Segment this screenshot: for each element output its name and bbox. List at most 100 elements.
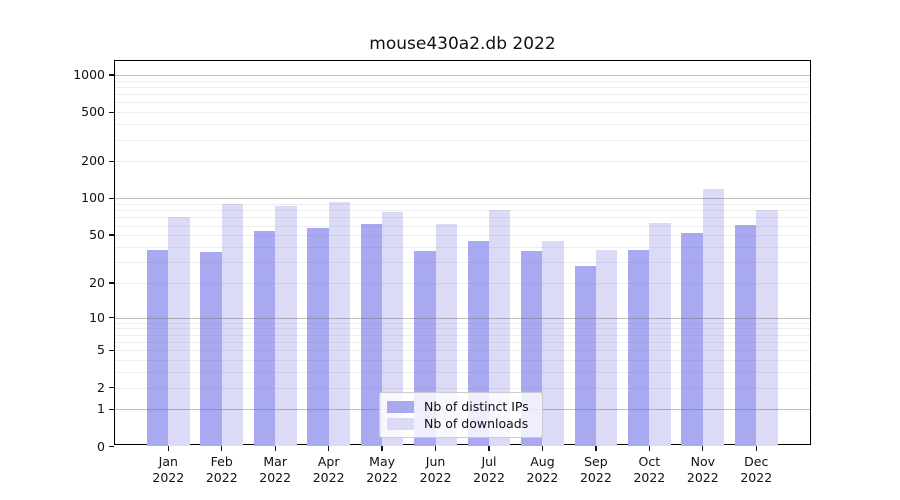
minor-gridline <box>115 282 810 284</box>
x-tick-month: Jan <box>158 454 178 469</box>
x-axis-tick <box>755 446 757 451</box>
minor-gridline <box>115 217 810 219</box>
y-axis-tick <box>109 111 114 113</box>
x-tick-month: Jun <box>425 454 446 469</box>
minor-gridline <box>115 210 810 212</box>
x-axis-tick-label: Sep 2022 <box>564 454 628 486</box>
x-axis-tick <box>648 446 651 451</box>
x-axis-tick <box>595 446 597 451</box>
minor-gridline <box>115 161 810 163</box>
y-axis-tick <box>109 386 114 389</box>
x-axis-tick <box>221 446 223 451</box>
y-axis-tick <box>109 74 114 76</box>
x-axis-tick <box>541 446 544 451</box>
plot-area: 0 1 2 5 10 20 50 100 200 500 1000 Jan 2022 Feb 2022 Mar… <box>73 60 811 485</box>
major-gridline <box>115 317 810 319</box>
x-tick-year: 2022 <box>526 470 559 485</box>
y-axis-tick-label: 1000 <box>73 67 105 82</box>
x-tick-year: 2022 <box>633 470 666 485</box>
x-axis-tick-label: Jun 2022 <box>404 454 468 486</box>
x-tick-month: Aug <box>530 454 555 469</box>
y-axis-tick <box>109 282 114 284</box>
y-axis-tick-label: 2 <box>97 379 105 395</box>
x-tick-month: Jul <box>481 454 497 469</box>
minor-gridline <box>115 246 810 248</box>
x-tick-year: 2022 <box>686 470 719 485</box>
bar-downloads-jul <box>489 210 511 446</box>
minor-gridline <box>115 94 810 96</box>
minor-gridline <box>115 342 810 343</box>
bar-downloads-nov <box>702 188 725 446</box>
y-axis-tick-label: 1 <box>97 401 105 417</box>
x-tick-year: 2022 <box>579 470 612 485</box>
x-axis-tick-label: Aug 2022 <box>510 454 574 486</box>
x-tick-year: 2022 <box>473 470 505 485</box>
bar-downloads-may <box>382 211 404 446</box>
x-axis-tick-label: Jul 2022 <box>457 454 521 486</box>
legend-item-downloads: Nb of downloads <box>387 415 542 432</box>
bar-distinct-ips-nov <box>681 233 703 446</box>
minor-gridline <box>115 350 810 352</box>
bar-distinct-ips-oct <box>627 249 650 446</box>
x-axis-tick-label: Mar 2022 <box>243 454 307 486</box>
x-tick-year: 2022 <box>205 470 238 485</box>
bar-downloads-jun <box>435 223 457 446</box>
x-tick-month: Sep <box>584 454 608 469</box>
minor-gridline <box>115 87 810 88</box>
y-axis-tick-label: 10 <box>89 309 105 325</box>
x-axis-tick-label: Oct 2022 <box>617 454 681 486</box>
y-axis-tick-label: 0 <box>97 438 105 454</box>
bar-downloads-jan <box>168 216 190 446</box>
y-axis-tick <box>109 197 114 200</box>
bar-distinct-ips-jan <box>146 249 169 446</box>
bar-downloads-mar <box>275 205 297 446</box>
minor-gridline <box>115 225 810 227</box>
x-tick-month: May <box>369 454 396 469</box>
legend-label-distinct-ips: Nb of distinct IPs <box>424 399 529 414</box>
major-gridline <box>115 198 810 200</box>
x-tick-month: Oct <box>638 454 661 469</box>
minor-gridline <box>115 204 810 206</box>
legend-label-downloads: Nb of downloads <box>424 416 529 431</box>
y-axis-tick-label: 100 <box>81 190 105 206</box>
x-tick-year: 2022 <box>152 470 185 485</box>
y-axis-tick <box>109 349 114 351</box>
minor-gridline <box>115 235 810 237</box>
major-gridline <box>115 75 810 76</box>
minor-gridline <box>115 334 810 336</box>
x-axis-tick-label: Feb 2022 <box>190 454 254 486</box>
x-tick-month: Feb <box>210 454 233 469</box>
minor-gridline <box>115 139 810 141</box>
x-axis-tick <box>488 446 490 451</box>
y-axis-tick-label: 500 <box>81 104 105 120</box>
x-tick-month: Dec <box>744 454 769 469</box>
bar-distinct-ips-feb <box>200 252 222 446</box>
minor-gridline <box>115 80 810 82</box>
x-axis-tick <box>274 446 276 451</box>
bar-downloads-aug <box>542 240 564 446</box>
x-tick-month: Apr <box>317 454 340 469</box>
legend-swatch-downloads <box>387 417 414 430</box>
y-axis-tick <box>109 316 114 319</box>
bar-downloads-sep <box>595 249 618 446</box>
x-axis-tick <box>702 446 704 451</box>
minor-gridline <box>115 102 810 104</box>
y-axis-tick-label: 200 <box>81 153 105 169</box>
x-axis-tick-label: Jan 2022 <box>136 454 200 486</box>
x-axis-tick-label: Dec 2022 <box>724 454 788 486</box>
bar-distinct-ips-sep <box>574 265 596 446</box>
legend: Nb of distinct IPs Nb of downloads <box>379 392 543 438</box>
x-axis-tick <box>167 446 169 451</box>
x-axis-tick <box>434 446 437 451</box>
y-axis-tick-label: 50 <box>89 227 105 243</box>
minor-gridline <box>115 322 810 324</box>
bar-distinct-ips-mar <box>253 231 276 446</box>
bar-distinct-ips-may <box>360 223 383 446</box>
bar-downloads-feb <box>221 204 244 446</box>
minor-gridline <box>115 372 810 374</box>
bar-downloads-dec <box>756 210 778 446</box>
x-tick-year: 2022 <box>366 470 398 485</box>
x-axis-tick-label: Apr 2022 <box>297 454 361 486</box>
x-tick-month: Mar <box>263 454 287 469</box>
legend-swatch-distinct-ips <box>387 400 414 413</box>
